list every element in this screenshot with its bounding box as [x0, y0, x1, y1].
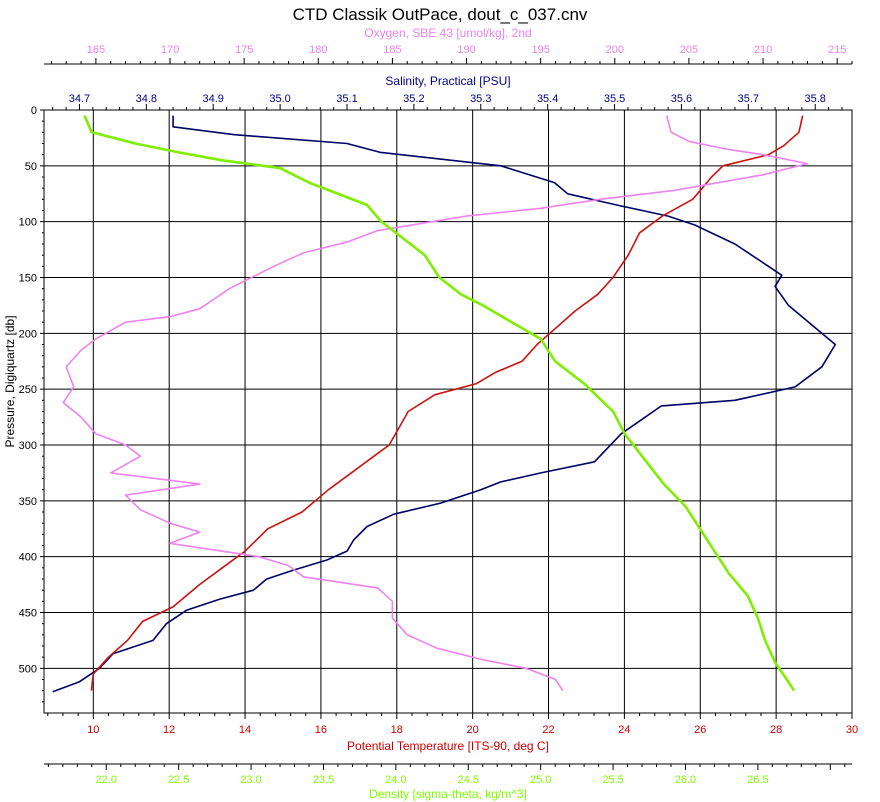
density-tick-label: 26.5 [747, 774, 768, 786]
density-tick-label: 25.0 [530, 774, 551, 786]
salinity-tick-label: 34.9 [203, 93, 224, 105]
oxygen-tick-label: 210 [754, 44, 772, 56]
temperature-tick-label: 14 [239, 724, 251, 736]
salinity-tick-label: 35.5 [604, 93, 625, 105]
temperature-tick-label: 18 [391, 724, 403, 736]
oxygen-tick-label: 190 [457, 44, 475, 56]
temperature-tick-label: 30 [846, 724, 858, 736]
oxygen-tick-label: 185 [383, 44, 401, 56]
data-series [52, 115, 837, 693]
chart-title: CTD Classik OutPace, dout_c_037.cnv [293, 5, 588, 24]
pressure-tick-label: 400 [19, 552, 37, 564]
oxygen-tick-label: 200 [606, 44, 624, 56]
oxygen-tick-label: 170 [161, 44, 179, 56]
plot-frame [43, 109, 853, 714]
oxygen-tick-label: 195 [531, 44, 549, 56]
density-tick-label: 22.0 [96, 774, 117, 786]
density-tick-label: 22.5 [168, 774, 189, 786]
pressure-tick-label: 500 [19, 663, 37, 675]
salinity-series-line [52, 115, 837, 693]
temperature-axis-label: Potential Temperature [ITS-90, deg C] [347, 739, 549, 753]
temperature-tick-label: 24 [618, 724, 630, 736]
density-tick-label: 25.5 [602, 774, 623, 786]
oxygen-tick-label: 165 [87, 44, 105, 56]
salinity-tick-label: 35.3 [470, 93, 491, 105]
salinity-tick-label: 34.8 [136, 93, 157, 105]
pressure-tick-label: 250 [19, 384, 37, 396]
oxygen-tick-label: 175 [235, 44, 253, 56]
temperature-tick-label: 22 [542, 724, 554, 736]
temperature-tick-label: 12 [163, 724, 175, 736]
oxygen-tick-label: 205 [680, 44, 698, 56]
temperature-tick-label: 20 [467, 724, 479, 736]
salinity-tick-label: 35.4 [537, 93, 558, 105]
oxygen-axis-label: Oxygen, SBE 43 [umol/kg], 2nd [364, 26, 531, 40]
pressure-tick-label: 150 [19, 273, 37, 285]
density-tick-label: 24.5 [458, 774, 479, 786]
axes: 0 50 100 150 200 250 300 350 400 450 500 165 170 175 1… [19, 44, 858, 786]
oxygen-tick-label: 215 [828, 44, 846, 56]
density-tick-label: 26.0 [675, 774, 696, 786]
pressure-tick-label: 50 [25, 161, 37, 173]
pressure-axis-label: Pressure, Digiquartz [db] [3, 315, 17, 447]
density-tick-label: 24.0 [385, 774, 406, 786]
density-tick-label: 23.5 [313, 774, 334, 786]
salinity-tick-label: 35.1 [336, 93, 357, 105]
pressure-tick-label: 100 [19, 217, 37, 229]
oxygen-series-line [62, 115, 809, 692]
salinity-tick-label: 35.0 [269, 93, 290, 105]
salinity-tick-label: 35.8 [805, 93, 826, 105]
oxygen-tick-label: 180 [309, 44, 327, 56]
salinity-axis-label: Salinity, Practical [PSU] [385, 74, 510, 88]
temperature-tick-label: 10 [87, 724, 99, 736]
salinity-tick-label: 35.6 [671, 93, 692, 105]
pressure-tick-label: 200 [19, 328, 37, 340]
pressure-tick-label: 450 [19, 608, 37, 620]
salinity-tick-label: 35.7 [738, 93, 759, 105]
pressure-tick-label: 0 [31, 105, 37, 117]
pressure-tick-label: 350 [19, 496, 37, 508]
density-axis-label: Density [sigma-theta, kg/m^3] [369, 787, 527, 801]
temperature-tick-label: 16 [315, 724, 327, 736]
density-tick-label: 23.0 [240, 774, 261, 786]
density-series-line [83, 115, 796, 692]
salinity-tick-label: 35.2 [403, 93, 424, 105]
salinity-tick-label: 34.7 [69, 93, 90, 105]
grid [44, 109, 852, 713]
temperature-series-line [90, 115, 804, 691]
temperature-tick-label: 28 [770, 724, 782, 736]
temperature-tick-label: 26 [694, 724, 706, 736]
pressure-tick-label: 300 [19, 440, 37, 452]
